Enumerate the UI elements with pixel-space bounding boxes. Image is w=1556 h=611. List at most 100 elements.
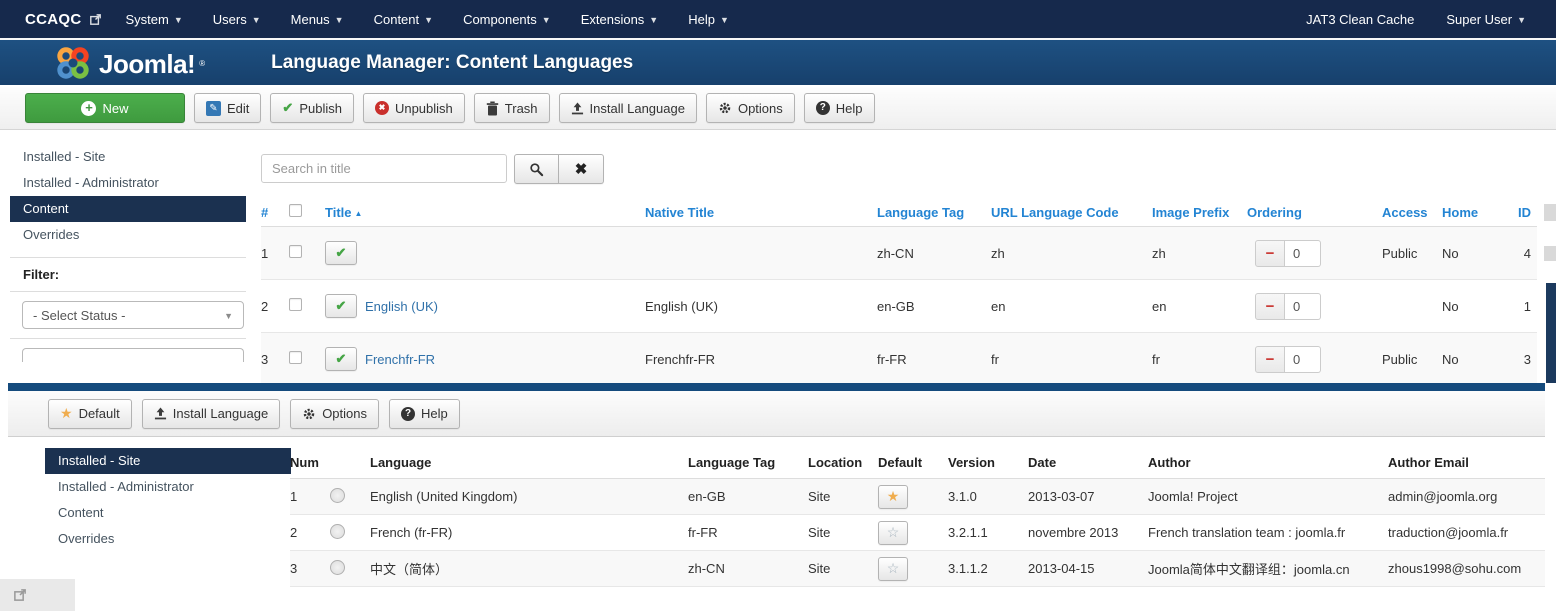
home-cell: No [1442,298,1459,314]
location-cell: Site [808,561,831,576]
chevron-down-icon: ▼ [334,15,344,25]
question-icon: ? [401,406,415,421]
location-cell: Site [808,489,831,504]
header-native-title[interactable]: Native Title [645,204,715,220]
publish-state-button[interactable]: ✔ [325,347,357,371]
menu-menus[interactable]: Menus ▼ [290,11,344,27]
language-radio[interactable] [330,487,345,503]
install-language-button[interactable]: Install Language [558,93,697,123]
date-cell: 2013-03-07 [1028,489,1095,504]
select-all-checkbox[interactable] [289,204,302,217]
header-access[interactable]: Access [1382,204,1428,220]
edit-button[interactable]: ✎ Edit [194,93,262,123]
row-checkbox[interactable] [289,351,302,364]
chevron-down-icon: ▼ [1517,15,1526,25]
table-header-row: # Title ▲ Native Title Language Tag URL L… [261,198,1537,227]
header-image-prefix[interactable]: Image Prefix [1152,204,1230,220]
image-prefix-cell: fr [1152,351,1160,367]
main-toolbar: + New ✎ Edit ✔ Publish ✖ Unpublish Trash Ins… [0,87,1556,130]
header-author: Author [1148,454,1191,470]
joomla-logo-icon [57,46,89,79]
header-date: Date [1028,454,1057,470]
header-id[interactable]: ID [1518,204,1531,220]
language-tag-cell: en-GB [877,298,915,314]
ordering-decrease-button[interactable]: − [1255,345,1285,373]
menu-users[interactable]: Users ▼ [212,11,261,27]
publish-state-button[interactable]: ✔ [325,294,357,318]
default-button[interactable]: ★ Default [48,398,132,429]
sidebar-item-content[interactable]: Content [58,505,104,520]
close-icon: ✖ [574,161,588,178]
new-button[interactable]: + New [25,93,185,123]
row-number: 1 [290,489,298,504]
menu-help[interactable]: Help ▼ [688,11,729,27]
menu-system[interactable]: System ▼ [125,11,183,27]
registered-mark: ® [199,58,206,68]
search-button[interactable] [514,154,559,184]
id-cell: 3 [1523,351,1531,367]
language-title-link[interactable]: Frenchfr-FR [365,351,436,367]
cancel-circle-icon: ✖ [374,101,389,115]
header-title-sort[interactable]: Title ▲ [325,204,363,220]
language-radio[interactable] [330,559,345,575]
status-filter-select[interactable]: - Select Status - ▼ [22,301,244,329]
header-language-tag[interactable]: Language Tag [877,204,965,220]
header-url-language-code[interactable]: URL Language Code [991,204,1119,220]
clean-cache-link[interactable]: JAT3 Clean Cache [1306,11,1415,27]
help-button[interactable]: ? Help [803,93,875,123]
menu-components[interactable]: Components ▼ [463,11,551,27]
sidebar-item-installed-site[interactable]: Installed - Site [45,448,291,474]
sidebar-item-overrides[interactable]: Overrides [23,227,80,242]
publish-button[interactable]: ✔ Publish [270,93,354,123]
date-cell: 2013-04-15 [1028,561,1095,576]
upload-icon [571,101,584,115]
help-button[interactable]: ? Help [389,398,460,429]
site-name-link[interactable]: CCAQC [25,10,82,28]
sidebar-item-overrides[interactable]: Overrides [58,531,115,546]
sidebar-item-installed-administrator[interactable]: Installed - Administrator [58,479,194,494]
sidebar-item-installed-site[interactable]: Installed - Site [23,149,106,164]
ordering-input[interactable]: 0 [1285,239,1321,267]
ordering-decrease-button[interactable]: − [1255,292,1285,320]
header-language: Language [370,454,432,470]
question-icon: ? [815,101,830,115]
set-default-button[interactable]: ☆ [878,520,908,545]
options-button[interactable]: Options [705,93,795,123]
check-icon: ✔ [335,351,347,366]
publish-state-button[interactable]: ✔ [325,241,357,265]
ordering-input[interactable]: 0 [1285,292,1321,320]
header-home[interactable]: Home [1442,204,1479,220]
chevron-down-icon: ▼ [424,15,434,25]
header-num: Num [290,454,319,470]
chevron-down-icon: ▼ [649,15,659,25]
joomla-logo: Joomla! ® [55,46,209,80]
set-default-button[interactable]: ★ [878,484,908,509]
set-default-button[interactable]: ☆ [878,556,908,581]
install-language-button[interactable]: Install Language [141,398,281,429]
user-menu[interactable]: Super User ▼ [1446,11,1526,27]
divider [10,257,246,258]
menu-extensions[interactable]: Extensions ▼ [580,11,659,27]
unpublish-button[interactable]: ✖ Unpublish [362,93,465,123]
sidebar-item-content[interactable]: Content [10,196,246,222]
table-row: 2 ✔ English (UK) English (UK) en-GB en en… [261,280,1537,333]
ordering-input[interactable]: 0 [1285,345,1321,373]
version-cell: 3.2.1.1 [948,525,988,540]
menu-content[interactable]: Content ▼ [373,11,434,27]
trash-button[interactable]: Trash [473,93,550,123]
clear-search-button[interactable]: ✖ [559,154,604,184]
row-checkbox[interactable] [289,298,302,311]
search-input[interactable] [261,154,507,183]
access-filter-select-clipped[interactable] [22,348,244,362]
row-checkbox[interactable] [289,245,302,258]
header-ordering[interactable]: Ordering [1247,204,1302,220]
ordering-decrease-button[interactable]: − [1255,239,1285,267]
sidebar-item-installed-administrator[interactable]: Installed - Administrator [23,175,159,190]
author-email-cell: zhous1998@sohu.com [1388,561,1522,576]
chevron-down-icon: ▼ [719,15,729,25]
language-title-link[interactable]: English (UK) [365,298,438,314]
star-filled-icon: ★ [886,488,900,504]
options-button[interactable]: Options [290,398,379,429]
author-cell: French translation team : joomla.fr [1148,525,1346,540]
language-radio[interactable] [330,523,345,539]
